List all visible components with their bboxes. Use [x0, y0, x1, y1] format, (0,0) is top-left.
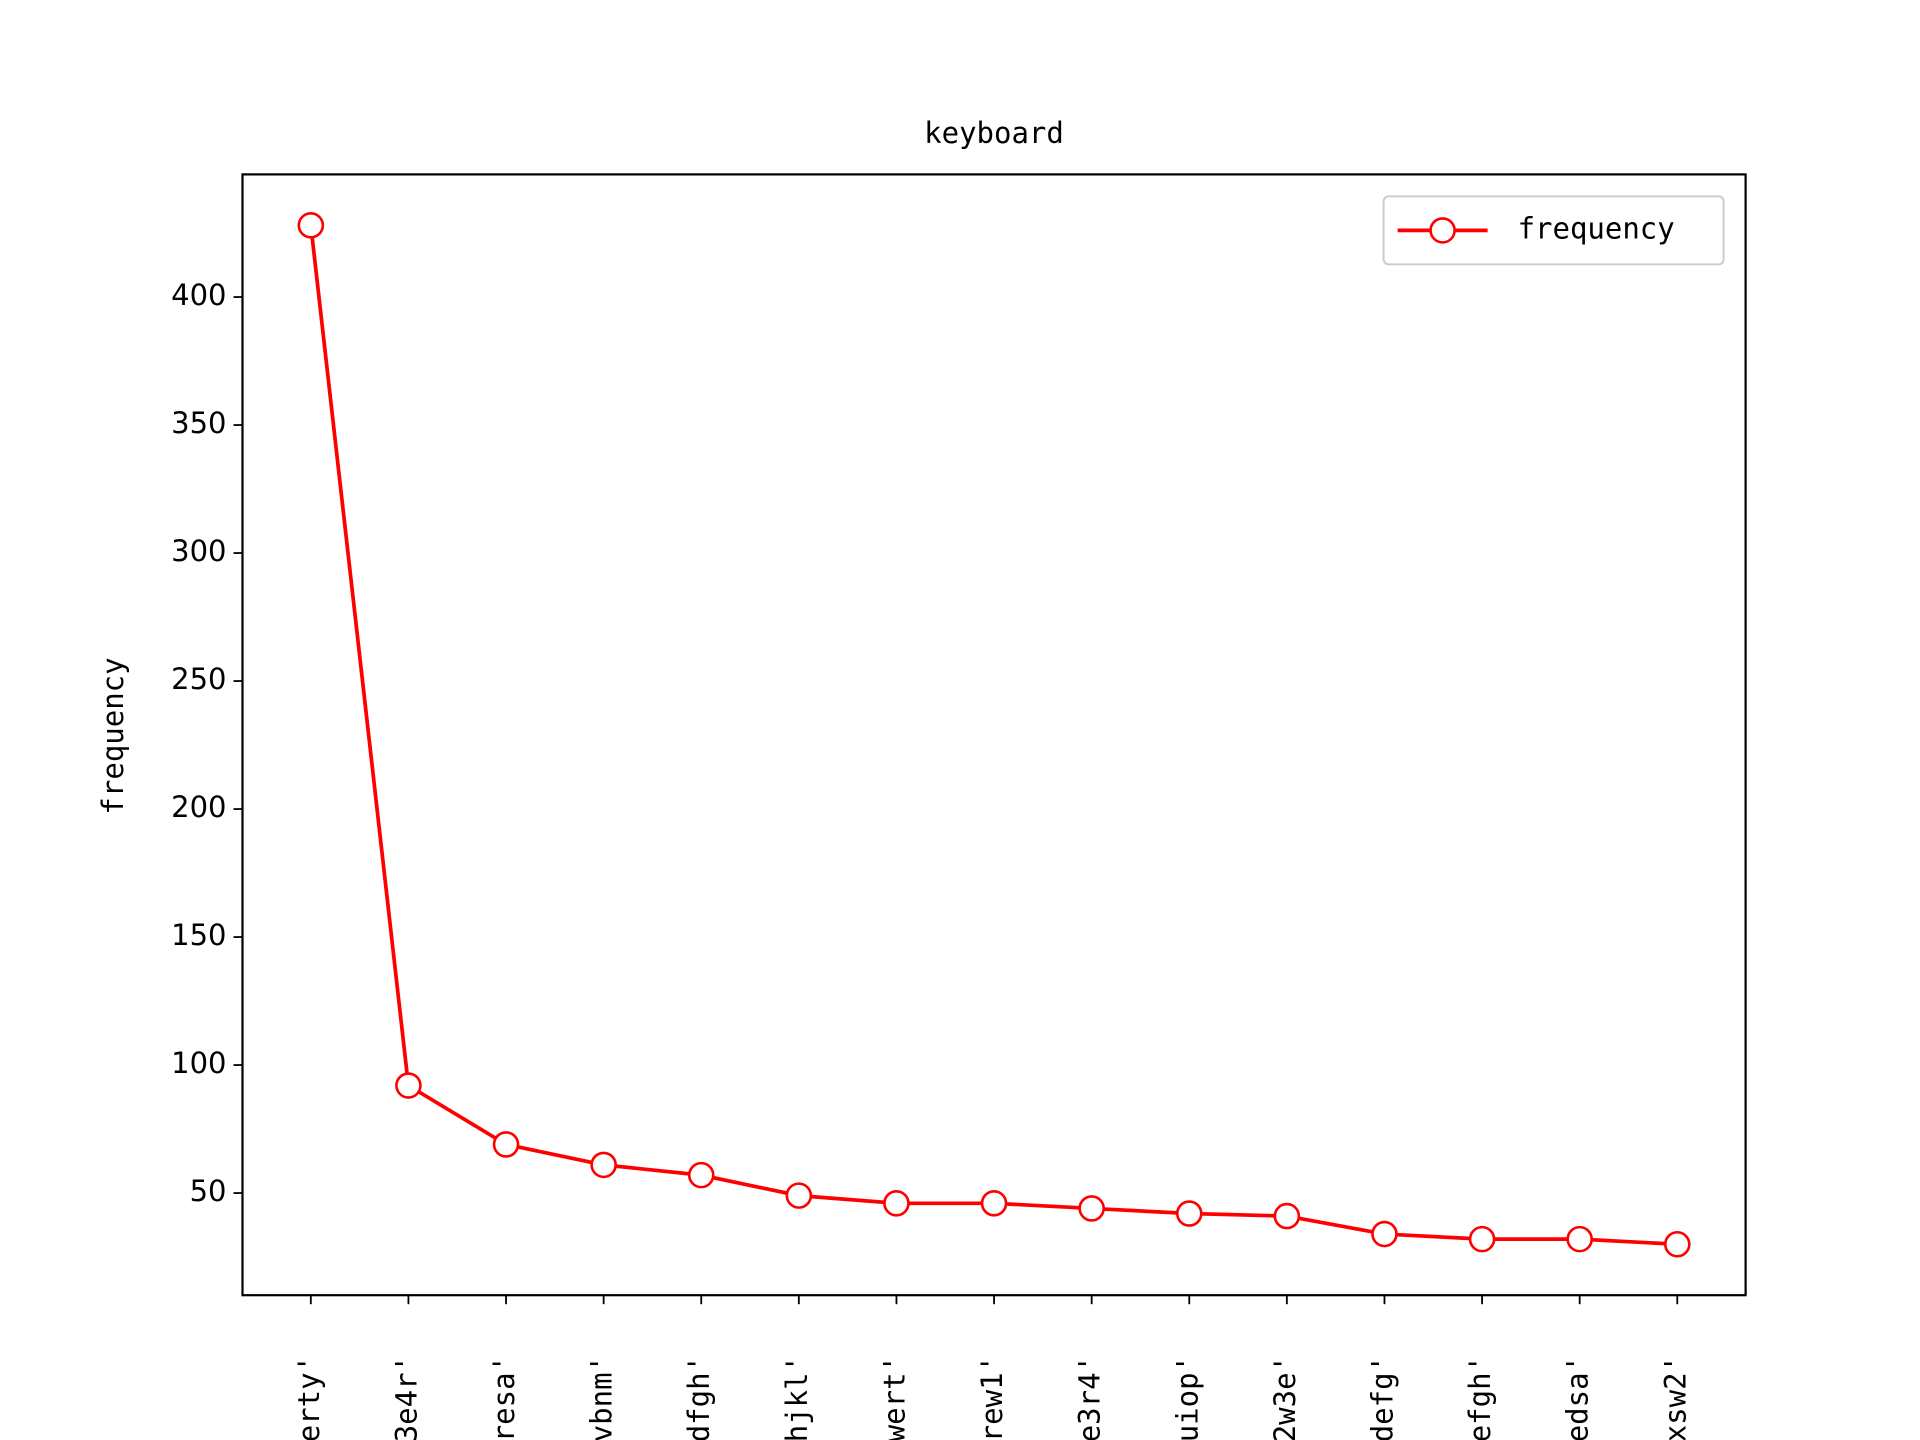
- x-tick-label: sdfgh': [682, 1355, 716, 1440]
- chart-title: keyboard: [924, 116, 1064, 150]
- data-point: [297, 212, 325, 239]
- y-tick-label: 350: [171, 406, 226, 440]
- x-tick-label: wedsa': [1561, 1355, 1595, 1440]
- x-tick-label: eresa': [487, 1355, 521, 1440]
- data-point: [1663, 1230, 1691, 1258]
- x-tick-label: q2w3e': [1268, 1355, 1302, 1440]
- data-point: [1175, 1200, 1203, 1227]
- x-tick-label: cvbnm': [585, 1355, 619, 1440]
- data-point: [1371, 1220, 1398, 1248]
- y-tick-label: 300: [171, 534, 226, 568]
- x-tick-label: yuiop': [1170, 1355, 1204, 1440]
- x-tick-label: qwert': [877, 1355, 911, 1440]
- x-tick-label: w3e4r': [389, 1355, 423, 1440]
- x-tick-label: 2e3r4': [1073, 1355, 1107, 1440]
- data-point: [883, 1189, 910, 1217]
- y-tick-label: 50: [190, 1174, 227, 1208]
- legend-box: [1382, 195, 1725, 266]
- legend-label: frequency: [1518, 211, 1675, 245]
- data-point: [1566, 1225, 1593, 1253]
- data-point: [980, 1189, 1008, 1217]
- y-axis-label: frequency: [96, 657, 130, 814]
- y-tick-label: 100: [171, 1046, 226, 1080]
- x-tick-label: cdefg': [1365, 1355, 1399, 1440]
- x-tick-label: drew1': [975, 1355, 1009, 1440]
- data-point: [395, 1072, 422, 1099]
- data-point: [1078, 1195, 1105, 1222]
- data-point: [590, 1151, 617, 1179]
- data-point: [1468, 1225, 1496, 1253]
- y-tick-label: 250: [171, 662, 226, 696]
- x-tick-label: ghjkl': [780, 1355, 814, 1440]
- y-tick-label: 150: [171, 918, 226, 952]
- data-point: [492, 1131, 520, 1158]
- y-tick-label: 200: [171, 790, 226, 824]
- x-tick-label: defgh': [1463, 1355, 1497, 1440]
- x-tick-label: zxsw2': [1658, 1355, 1692, 1440]
- data-point: [785, 1182, 813, 1209]
- x-tick-label: werty': [292, 1355, 326, 1440]
- data-point: [687, 1161, 715, 1189]
- legend-marker: [1429, 217, 1456, 244]
- data-point: [1273, 1202, 1301, 1230]
- y-tick-label: 400: [171, 278, 226, 312]
